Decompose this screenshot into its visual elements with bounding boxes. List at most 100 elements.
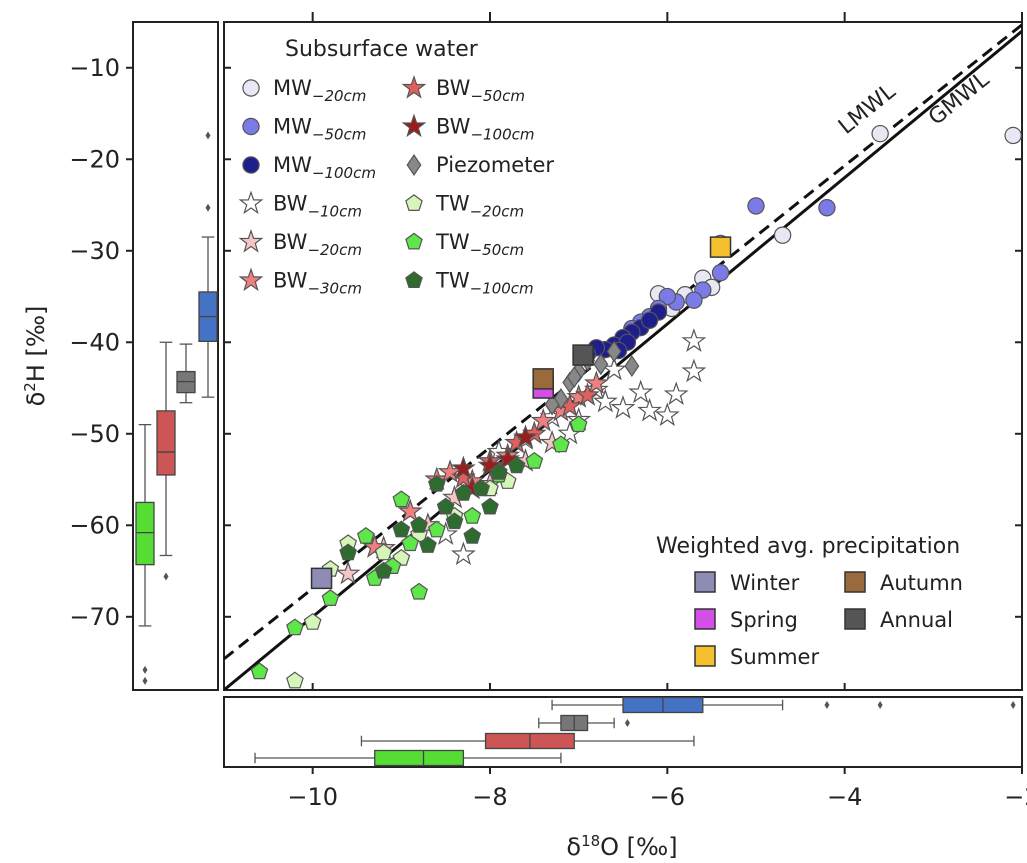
legend-marker	[238, 228, 264, 253]
precipitation-legend: Weighted avg. precipitation Winter Autumn…	[656, 534, 963, 669]
point-bw-30cm	[530, 407, 556, 432]
y-tick-label: −20	[69, 145, 120, 173]
point-tw-100cm	[507, 456, 526, 474]
precip-point-winter	[310, 567, 333, 590]
y-axis-ticks: −10 −20 −30 −40 −50 −60 −70	[69, 54, 1022, 631]
point-bw-50cm	[450, 464, 476, 489]
point-piezometer	[624, 355, 640, 378]
point-bw-20cm	[335, 560, 361, 585]
legend-marker	[242, 156, 260, 174]
legend-marker	[242, 79, 260, 97]
legend-label: Spring	[730, 608, 798, 632]
point-bw-50cm	[575, 382, 600, 406]
point-tw-50cm	[401, 534, 420, 552]
y-tick-label: −30	[69, 237, 120, 265]
x-tick-label: −6	[650, 783, 685, 811]
point-tw-50cm	[463, 506, 482, 524]
point-tw-50cm	[321, 589, 340, 607]
y-tick-label: −60	[69, 511, 120, 539]
gmwl-line	[224, 29, 1022, 690]
point-tw-100cm	[481, 497, 499, 515]
point-mw-20cm	[871, 124, 889, 143]
point-bw-30cm	[583, 370, 609, 395]
legend-marker	[238, 267, 264, 292]
point-tw-100cm	[427, 474, 446, 492]
flier	[142, 665, 148, 674]
point-tw-100cm	[419, 536, 437, 553]
point-mw-20cm	[773, 226, 792, 244]
subsurface-legend-title: Subsurface water	[285, 37, 479, 62]
point-bw-10cm	[681, 328, 707, 352]
point-tw-100cm	[436, 497, 455, 515]
box-tw	[374, 749, 465, 767]
flier	[163, 572, 169, 581]
point-bw-10cm	[681, 358, 707, 383]
legend-marker	[238, 190, 264, 215]
point-bw-10cm	[592, 388, 618, 413]
box-bw	[156, 410, 176, 476]
point-tw-100cm	[489, 462, 508, 480]
point-tw-100cm	[374, 561, 393, 579]
point-mw-50cm	[711, 264, 730, 282]
point-bw-10cm	[654, 402, 680, 427]
point-tw-20cm	[303, 612, 322, 630]
legend-label: Autumn	[880, 571, 963, 595]
point-tw-100cm	[392, 520, 411, 538]
y-boxplots	[135, 131, 218, 685]
data-points	[250, 124, 1022, 689]
x-tick-label: −2	[1004, 783, 1027, 811]
flier	[624, 719, 630, 727]
legend-marker	[242, 117, 260, 136]
point-tw-20cm	[286, 671, 304, 689]
flier	[205, 131, 211, 140]
point-tw-20cm	[374, 543, 393, 561]
legend-label: TW−20cm	[435, 192, 524, 221]
x-tick-label: −8	[472, 783, 507, 811]
legend-marker	[401, 74, 427, 99]
legend-label: TW−50cm	[435, 230, 524, 259]
legend-marker	[405, 271, 423, 288]
legend-marker	[694, 571, 716, 593]
subsurface-legend: Subsurface water MW−20cm MW−50cm MW−100cm B…	[238, 37, 554, 298]
point-mw-50cm	[685, 291, 703, 309]
point-bw-10cm	[610, 395, 636, 419]
point-mw-50cm	[818, 199, 836, 217]
point-mw-50cm	[658, 287, 677, 306]
flier	[142, 676, 148, 685]
legend-label: BW−30cm	[273, 269, 362, 298]
legend-label: MW−50cm	[273, 115, 366, 144]
point-tw-100cm	[410, 515, 428, 533]
point-tw-100cm	[454, 483, 473, 501]
legend-label: BW−10cm	[273, 192, 362, 221]
y-axis-label: δ2H [‰]	[21, 306, 50, 407]
x-tick-label: −4	[827, 783, 862, 811]
flier	[877, 701, 883, 709]
box-tw	[135, 501, 155, 566]
point-tw-100cm	[339, 543, 358, 561]
point-bw-30cm	[397, 498, 423, 523]
point-tw-50cm	[392, 490, 411, 508]
legend-label: Annual	[880, 608, 953, 632]
point-tw-100cm	[445, 512, 464, 530]
y-tick-label: −40	[69, 328, 120, 356]
legend-marker	[694, 645, 716, 667]
point-mw-50cm	[747, 197, 765, 215]
point-tw-50cm	[286, 618, 304, 636]
point-bw-10cm	[663, 381, 689, 405]
point-tw-50cm	[427, 520, 446, 538]
water-lines	[224, 23, 1022, 690]
legend-label: MW−20cm	[273, 76, 366, 105]
legend-label: Summer	[730, 645, 819, 669]
point-tw-100cm	[463, 526, 482, 544]
x-axis-label: δ18O [‰]	[566, 832, 677, 861]
precip-legend-title: Weighted avg. precipitation	[656, 534, 960, 559]
legend-marker	[844, 608, 866, 630]
legend-marker	[406, 154, 422, 176]
y-tick-label: −10	[69, 54, 120, 82]
legend-marker	[844, 571, 866, 593]
y-tick-label: −50	[69, 420, 120, 448]
legend-label: TW−100cm	[435, 269, 534, 298]
x-boxplots	[254, 696, 1016, 767]
point-bw-100cm	[513, 424, 538, 448]
